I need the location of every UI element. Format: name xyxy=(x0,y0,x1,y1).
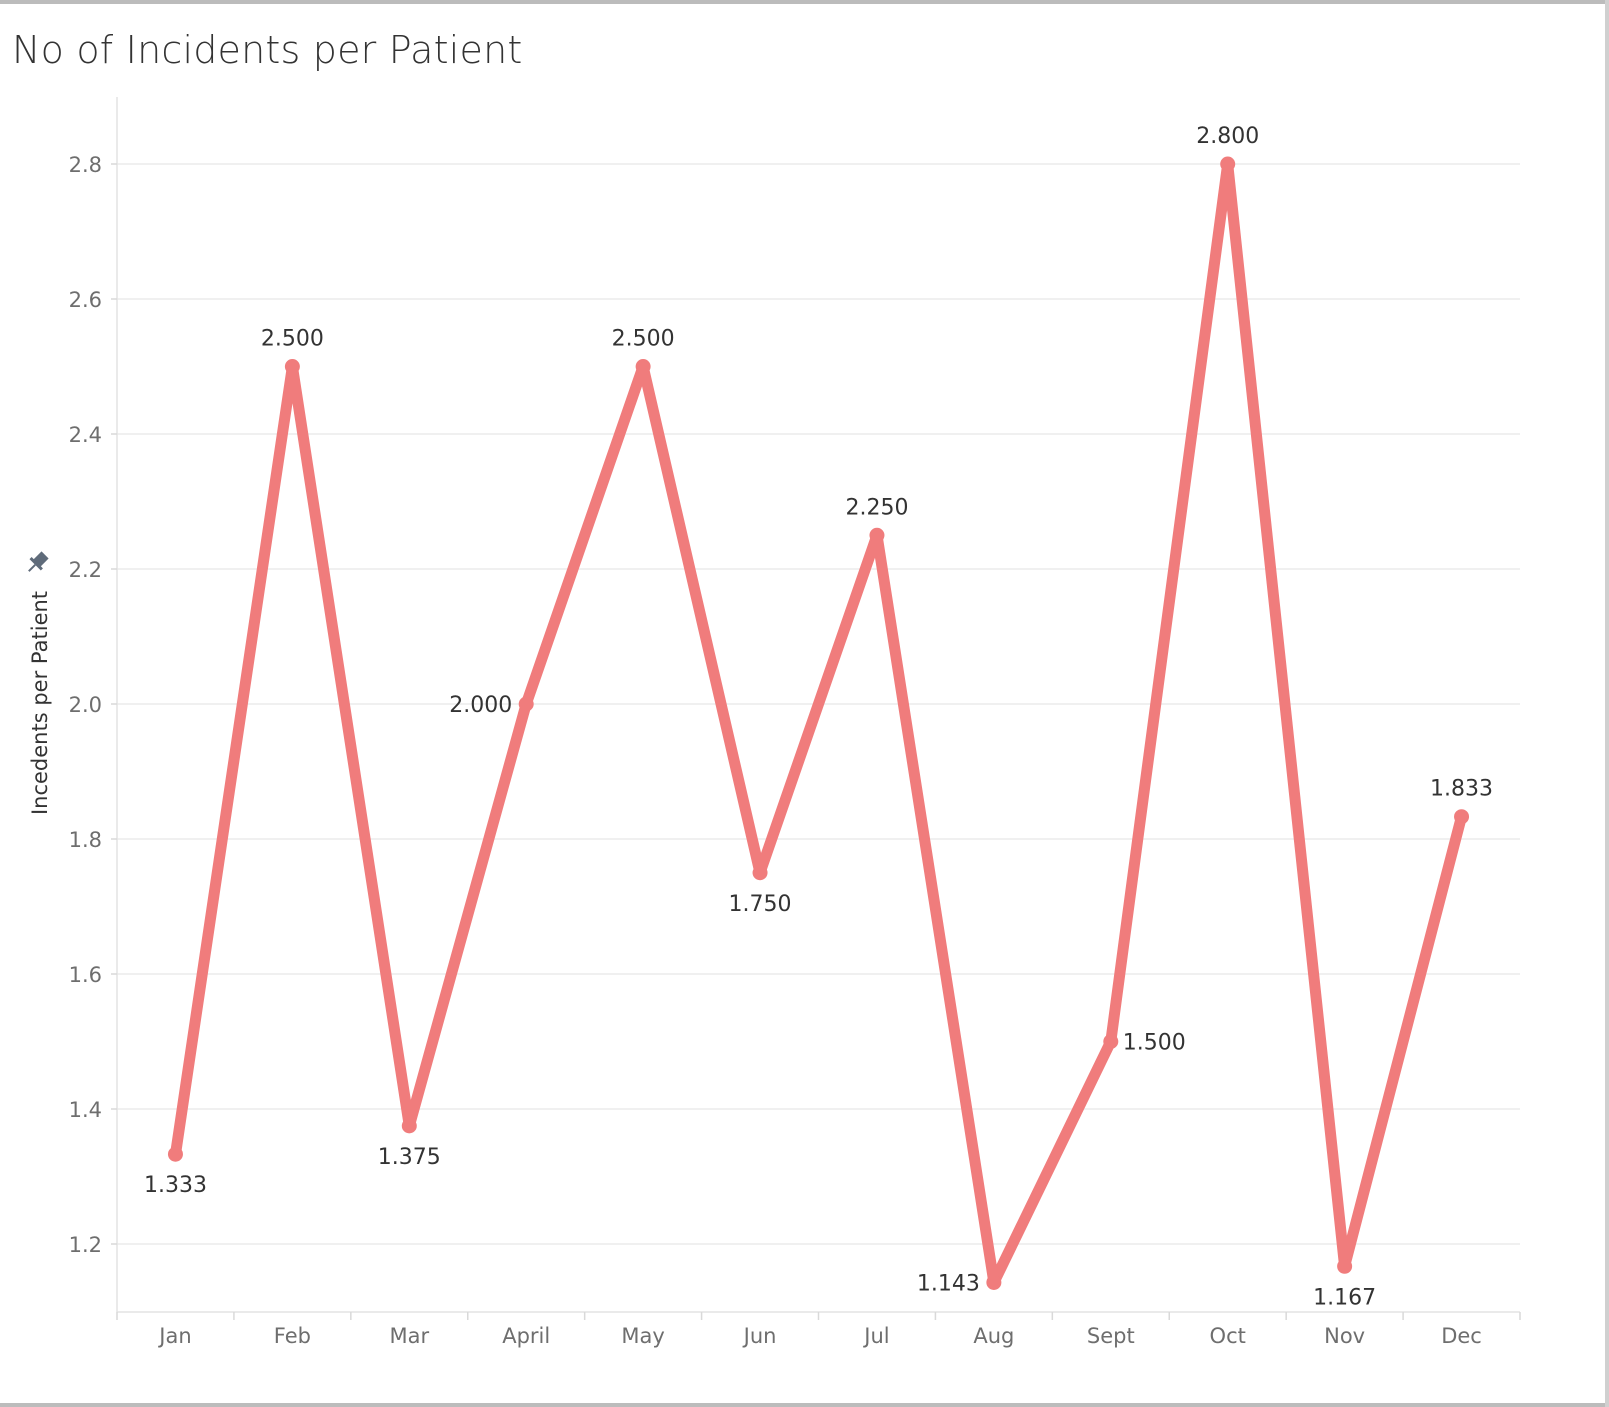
chart-title: No of Incidents per Patient xyxy=(12,28,523,72)
data-label: 1.833 xyxy=(1430,777,1493,802)
top-border xyxy=(0,0,1609,4)
data-point[interactable] xyxy=(1337,1258,1353,1274)
data-label: 1.167 xyxy=(1313,1285,1376,1310)
data-point[interactable] xyxy=(752,865,768,881)
data-point[interactable] xyxy=(167,1146,183,1162)
x-tick-label: Mar xyxy=(389,1324,429,1348)
data-label: 2.250 xyxy=(845,495,908,520)
right-border xyxy=(1605,0,1609,1407)
data-point[interactable] xyxy=(635,359,651,374)
x-tick-label: May xyxy=(621,1324,664,1348)
y-tick-label: 2.8 xyxy=(69,153,102,177)
series xyxy=(167,156,1470,1290)
y-axis-ticks: 1.2 1.4 1.6 1.8 2.0 2.2 2.4 2.6 2.8 xyxy=(69,153,117,1257)
data-label: 2.500 xyxy=(261,327,324,352)
y-tick-label: 2.4 xyxy=(69,423,102,447)
data-point[interactable] xyxy=(518,696,534,712)
x-tick-label: Sept xyxy=(1087,1324,1135,1348)
data-label: 2.500 xyxy=(612,327,675,352)
y-tick-label: 1.8 xyxy=(69,828,102,852)
x-tick-label: Nov xyxy=(1324,1324,1365,1348)
data-label: 1.500 xyxy=(1123,1031,1186,1056)
x-tick-label: Dec xyxy=(1441,1324,1482,1348)
x-tick-label: Jun xyxy=(742,1324,777,1348)
data-label: 2.000 xyxy=(449,693,512,718)
x-tick-label: Feb xyxy=(274,1324,311,1348)
data-label: 2.800 xyxy=(1196,124,1259,149)
bottom-border xyxy=(0,1403,1609,1407)
series-line xyxy=(170,158,1467,1288)
x-tick-label: Jan xyxy=(157,1324,191,1348)
data-point[interactable] xyxy=(284,359,300,374)
data-point[interactable] xyxy=(1220,156,1236,172)
y-axis-title-group: Incedents per Patient xyxy=(23,549,52,815)
y-tick-label: 1.6 xyxy=(69,963,102,987)
pin-icon[interactable] xyxy=(23,549,51,577)
data-point[interactable] xyxy=(1103,1034,1119,1049)
y-tick-label: 2.6 xyxy=(69,288,102,312)
y-tick-label: 1.4 xyxy=(69,1098,102,1122)
data-point[interactable] xyxy=(869,527,885,543)
y-tick-label: 2.2 xyxy=(69,558,102,582)
data-labels: 1.333 2.500 1.375 2.000 2.500 1.750 2.250 1.143… xyxy=(144,124,1493,1310)
x-tick-label: April xyxy=(502,1324,550,1348)
x-tick-label: Oct xyxy=(1210,1324,1246,1348)
x-tick-label: Jul xyxy=(862,1324,889,1348)
data-point[interactable] xyxy=(986,1274,1002,1290)
data-label: 1.333 xyxy=(144,1173,207,1198)
y-axis-title: Incedents per Patient xyxy=(28,591,52,815)
x-tick-label: Aug xyxy=(973,1324,1014,1348)
data-label: 1.375 xyxy=(378,1145,441,1170)
data-point[interactable] xyxy=(1454,809,1470,825)
y-tick-label: 2.0 xyxy=(69,693,102,717)
data-point[interactable] xyxy=(401,1118,417,1134)
x-axis-ticks: Jan Feb Mar April May Jun Jul Aug Sept Oct Nov Dec xyxy=(116,1312,1521,1348)
y-tick-label: 1.2 xyxy=(69,1233,102,1257)
data-label: 1.750 xyxy=(729,892,792,917)
data-label: 1.143 xyxy=(917,1271,980,1296)
